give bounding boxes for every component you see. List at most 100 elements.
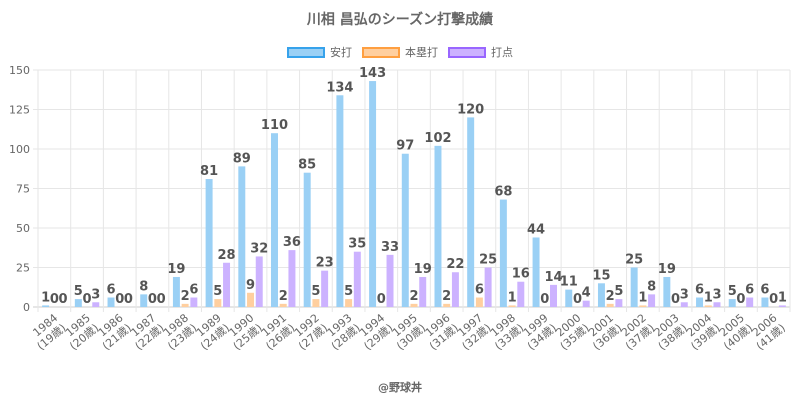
x-tick-label: 2000(35歳) [549, 311, 591, 353]
bar-hits [565, 289, 573, 307]
data-label: 0 [769, 292, 778, 307]
x-tick-label: 1996(31歳) [419, 311, 461, 353]
data-label: 1 [508, 290, 517, 305]
data-label: 134 [326, 80, 353, 95]
legend-swatch [448, 46, 486, 58]
bar-rbi [615, 299, 623, 307]
bar-rbi [451, 272, 459, 307]
data-label: 120 [457, 102, 484, 117]
footer-credit: @野球丼 [378, 381, 422, 394]
data-label: 0 [573, 292, 582, 307]
x-tick-label: 1990(25歳) [222, 311, 264, 353]
data-label: 1 [704, 290, 713, 305]
data-label: 6 [745, 283, 754, 298]
x-tick-label: 1989(24歳) [190, 311, 232, 353]
data-label: 5 [728, 284, 737, 299]
data-label: 97 [396, 139, 414, 154]
data-label: 1 [638, 290, 647, 305]
bar-hits [761, 297, 769, 307]
legend-item[interactable]: 安打 [287, 44, 352, 60]
bar-hits [532, 237, 540, 307]
bar-homeruns [443, 303, 451, 307]
data-label: 102 [424, 131, 451, 146]
bar-rbi [190, 297, 198, 307]
data-label: 25 [479, 253, 497, 268]
x-tick-label: 1994(29歳) [353, 311, 395, 353]
x-tick-label: 2002(37歳) [615, 311, 657, 353]
chart-title: 川相 昌弘のシーズン打撃成績 [306, 12, 494, 28]
data-label: 2 [409, 289, 418, 304]
data-label: 3 [680, 287, 689, 302]
data-label: 6 [106, 283, 115, 298]
data-label: 6 [695, 283, 704, 298]
legend-item[interactable]: 打点 [448, 44, 513, 60]
y-tick-label: 50 [16, 222, 30, 235]
data-label: 110 [261, 118, 288, 133]
data-label: 0 [671, 292, 680, 307]
bar-hits [401, 153, 409, 307]
bar-hits [107, 297, 115, 307]
y-tick-label: 125 [9, 104, 30, 117]
data-label: 2 [181, 289, 190, 304]
y-tick-label: 100 [9, 143, 30, 156]
y-tick-label: 150 [9, 64, 30, 77]
bar-rbi [680, 302, 688, 307]
x-tick-label: 2006(41歳) [745, 311, 787, 353]
x-tick-label: 1986(21歳) [92, 311, 134, 353]
data-label: 68 [494, 185, 512, 200]
bar-homeruns [279, 303, 287, 307]
bar-hits [271, 133, 278, 307]
bar-homeruns [475, 297, 483, 307]
bar-hits [728, 299, 736, 307]
data-label: 85 [298, 158, 316, 173]
bar-rbi [419, 276, 427, 307]
bar-homeruns [704, 305, 712, 307]
legend-item[interactable]: 本塁打 [362, 44, 438, 60]
bar-homeruns [639, 305, 647, 307]
bar-rbi [92, 302, 100, 307]
data-label: 19 [167, 262, 185, 277]
bar-rbi [484, 267, 492, 307]
bar-hits [597, 283, 605, 307]
x-tick-label: 2004(39歳) [680, 311, 722, 353]
data-label: 4 [582, 286, 591, 301]
x-tick-label: 1993(28歳) [320, 311, 362, 353]
data-label: 36 [283, 235, 301, 250]
data-label: 6 [475, 283, 484, 298]
x-tick-label: 1984(19歳) [26, 311, 68, 353]
bar-rbi [223, 262, 231, 307]
data-label: 19 [414, 262, 432, 277]
data-label: 143 [359, 66, 386, 81]
bar-hits [369, 81, 377, 307]
data-label: 3 [712, 287, 721, 302]
bar-rbi [517, 281, 525, 307]
data-label: 16 [512, 267, 530, 282]
bar-hits [172, 276, 180, 307]
bar-hits [303, 172, 311, 307]
data-label: 6 [760, 283, 769, 298]
bar-homeruns [247, 292, 255, 307]
legend-label: 本塁打 [405, 46, 438, 59]
data-label: 23 [316, 256, 334, 271]
x-tick-label: 2005(40歳) [713, 311, 755, 353]
bar-hits [467, 117, 475, 308]
x-tick-label: 1997(32歳) [451, 311, 493, 353]
bar-rbi [746, 297, 754, 307]
legend: 安打 本塁打 打点 [0, 44, 800, 60]
bar-homeruns [181, 303, 189, 307]
bar-hits [434, 145, 442, 307]
data-label: 2 [279, 289, 288, 304]
x-tick-label: 2003(38歳) [647, 311, 689, 353]
data-label: 6 [189, 283, 198, 298]
x-tick-label: 1999(34歳) [517, 311, 559, 353]
data-label: 9 [246, 278, 255, 293]
data-label: 28 [217, 248, 235, 263]
data-label: 0 [157, 292, 166, 307]
data-label: 35 [348, 237, 366, 252]
data-label: 81 [200, 164, 218, 179]
x-tick-label: 2001(36歳) [582, 311, 624, 353]
data-label: 5 [213, 284, 222, 299]
data-label: 32 [250, 241, 268, 256]
data-label: 0 [736, 292, 745, 307]
bar-rbi [582, 300, 590, 307]
